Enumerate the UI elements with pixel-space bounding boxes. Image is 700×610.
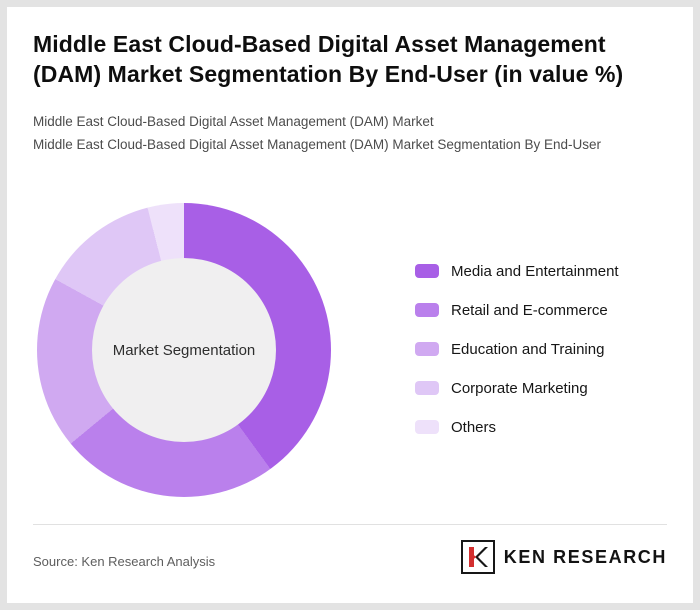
- chart-legend: Media and Entertainment Retail and E-com…: [415, 260, 619, 438]
- legend-swatch-retail-ecommerce: [415, 303, 439, 317]
- legend-label: Retail and E-commerce: [451, 301, 608, 319]
- legend-item-others: Others: [415, 416, 619, 438]
- chart-card: Middle East Cloud-Based Digital Asset Ma…: [7, 7, 693, 603]
- chart-subtitle-market: Middle East Cloud-Based Digital Asset Ma…: [33, 114, 434, 129]
- source-text: Source: Ken Research Analysis: [33, 554, 216, 569]
- legend-label: Education and Training: [451, 340, 605, 358]
- brand-name: KEN RESEARCH: [503, 546, 667, 567]
- legend-item-education-training: Education and Training: [415, 338, 619, 360]
- chart-subtitle-segmentation: Middle East Cloud-Based Digital Asset Ma…: [33, 137, 601, 152]
- legend-label: Media and Entertainment: [451, 262, 619, 280]
- legend-label: Corporate Marketing: [451, 379, 588, 397]
- ken-research-k-icon: [460, 540, 495, 574]
- chart-title: Middle East Cloud-Based Digital Asset Ma…: [33, 31, 624, 88]
- legend-swatch-others: [415, 420, 439, 434]
- ken-research-logo: KEN RESEARCH: [460, 540, 667, 574]
- legend-item-corporate-marketing: Corporate Marketing: [415, 377, 619, 399]
- legend-item-media-entertainment: Media and Entertainment: [415, 260, 619, 282]
- donut-chart: Market Segmentation: [37, 203, 331, 497]
- donut-center-circle: Market Segmentation: [92, 258, 276, 442]
- legend-swatch-education-training: [415, 342, 439, 356]
- donut-center-label: Market Segmentation: [112, 341, 256, 359]
- legend-swatch-media-entertainment: [415, 264, 439, 278]
- legend-item-retail-ecommerce: Retail and E-commerce: [415, 299, 619, 321]
- legend-label: Others: [451, 418, 497, 436]
- legend-swatch-corporate-marketing: [415, 381, 439, 395]
- footer-divider: [33, 524, 667, 525]
